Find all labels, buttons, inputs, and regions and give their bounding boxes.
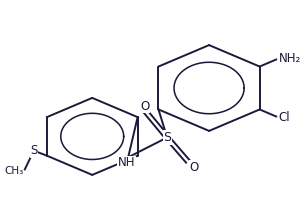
Text: Cl: Cl — [278, 111, 290, 124]
Text: O: O — [140, 99, 149, 113]
Text: S: S — [30, 144, 38, 157]
Text: CH₃: CH₃ — [4, 165, 23, 176]
Text: S: S — [163, 131, 171, 144]
Text: NH₂: NH₂ — [278, 52, 301, 65]
Text: O: O — [189, 161, 199, 174]
Text: NH: NH — [118, 156, 136, 169]
